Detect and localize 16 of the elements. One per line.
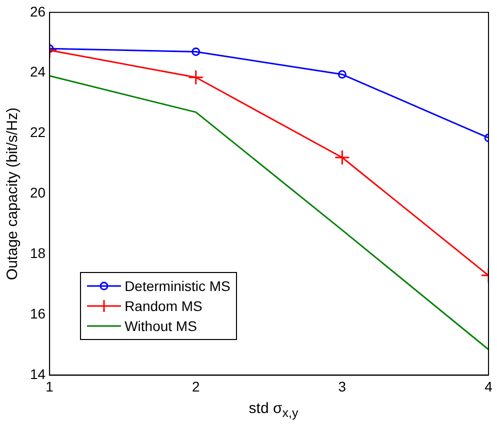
y-tick-label: 22	[30, 124, 46, 140]
y-tick-label: 14	[30, 366, 46, 382]
y-tick-label: 20	[30, 184, 46, 201]
x-tick-label: 1	[46, 378, 54, 394]
legend-label: Deterministic MS	[124, 278, 230, 294]
y-tick-label: 16	[30, 306, 46, 322]
y-tick-label: 26	[30, 3, 46, 20]
x-tick-label: 4	[484, 378, 493, 394]
x-tick-label: 2	[192, 378, 200, 394]
y-axis-title: Outage capacity (bit/s/Hz)	[4, 108, 22, 280]
y-tick-label: 18	[30, 245, 46, 262]
legend-label: Without MS	[124, 318, 197, 334]
x-axis-title: std σ$_{x,y}$	[248, 400, 300, 420]
legend-label: Random MS	[124, 298, 202, 314]
y-tick-label: 24	[30, 64, 46, 80]
x-tick-label: 3	[338, 378, 346, 394]
